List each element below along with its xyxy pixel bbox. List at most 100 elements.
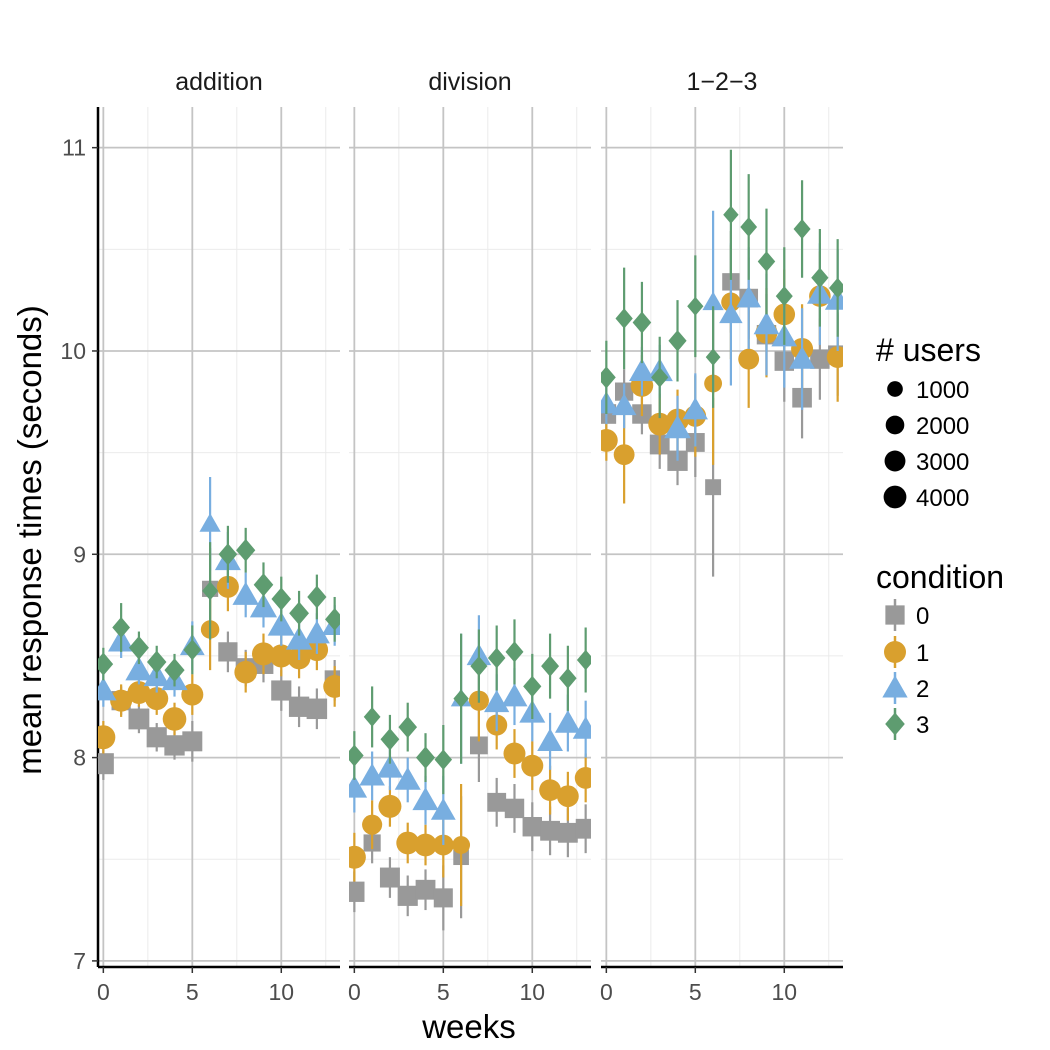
data-point	[349, 881, 365, 902]
legend-size-dot	[885, 415, 905, 435]
series-condition-0	[601, 231, 843, 577]
data-point	[289, 601, 309, 625]
data-point	[199, 513, 221, 532]
data-point	[164, 735, 185, 756]
series-condition-0	[349, 708, 591, 931]
data-point	[740, 217, 758, 237]
legend-size-title: # users	[876, 332, 981, 368]
panels-layer: addition 0 5 10 7 8 9 10 11 division 0 5 10 1−2−3 0 5 10	[60, 68, 843, 1005]
x-tick-label: 0	[600, 979, 613, 1005]
legend-condition-label: 3	[916, 712, 929, 739]
data-point	[323, 675, 340, 698]
legend-condition-title: condition	[876, 559, 1004, 595]
data-point	[757, 251, 776, 272]
legend-condition-key	[885, 605, 905, 625]
data-point	[98, 725, 116, 750]
legend-size-dot	[887, 381, 903, 397]
legend-condition-key	[882, 675, 908, 698]
data-point	[723, 205, 739, 224]
facet-title: addition	[175, 68, 263, 96]
data-point	[540, 820, 560, 841]
data-point	[775, 286, 793, 307]
legend-size-label: 4000	[916, 485, 969, 512]
data-point	[127, 681, 151, 704]
legend-condition-label: 2	[916, 676, 929, 703]
data-point	[789, 346, 815, 369]
data-point	[162, 707, 187, 731]
facet-title: 1−2−3	[687, 68, 758, 96]
data-point	[576, 649, 591, 671]
data-point	[702, 291, 724, 311]
data-point	[557, 822, 578, 843]
series-condition-3	[349, 619, 591, 795]
y-tick-label: 8	[73, 745, 86, 771]
data-point	[668, 330, 687, 352]
data-point	[349, 845, 366, 869]
data-point	[826, 346, 843, 368]
data-point	[394, 766, 421, 790]
data-point	[218, 642, 238, 662]
data-point	[396, 831, 420, 855]
data-point	[285, 626, 313, 650]
x-tick-label: 0	[97, 979, 110, 1005]
data-point	[523, 675, 542, 698]
panel-marks	[349, 615, 591, 931]
data-point	[288, 696, 310, 717]
data-point	[453, 689, 469, 708]
legend-condition-key	[885, 712, 905, 736]
data-point	[554, 710, 581, 733]
data-point	[397, 885, 418, 906]
data-point	[632, 311, 652, 334]
data-point	[380, 728, 400, 751]
legend-size-label: 1000	[916, 377, 969, 404]
data-point	[556, 785, 579, 808]
legend-condition-label: 1	[916, 640, 929, 667]
data-point	[145, 687, 169, 711]
data-point	[98, 677, 117, 701]
data-point	[611, 393, 637, 416]
data-point	[128, 636, 149, 660]
data-point	[359, 763, 385, 786]
data-point	[112, 617, 130, 638]
data-point	[98, 753, 114, 775]
x-tick-label: 5	[186, 979, 199, 1005]
legend-condition-label: 0	[916, 603, 929, 630]
data-point	[738, 348, 760, 370]
data-point	[705, 348, 721, 366]
y-axis-title: mean response times (seconds)	[11, 305, 48, 775]
data-point	[430, 798, 456, 820]
x-tick-label: 10	[519, 979, 545, 1005]
data-point	[575, 818, 591, 839]
data-point	[829, 277, 843, 299]
data-point	[128, 708, 150, 730]
data-point	[412, 787, 439, 811]
data-point	[434, 749, 453, 770]
data-point	[306, 698, 328, 720]
data-point	[452, 836, 471, 854]
panel-2: 1−2−3 0 5 10	[600, 68, 843, 1005]
data-point	[98, 652, 114, 676]
data-point	[251, 642, 276, 666]
y-tick-label: 10	[60, 338, 86, 364]
data-point	[269, 644, 293, 668]
data-point	[234, 660, 258, 684]
data-point	[253, 573, 274, 597]
data-point	[501, 683, 528, 707]
y-tick-label: 7	[73, 948, 86, 974]
panel-0: addition 0 5 10 7 8 9 10 11	[60, 68, 340, 1005]
data-point	[147, 650, 167, 674]
legend: # users condition 1000 2000 3000 4000 0 1 2 3	[876, 332, 1004, 740]
data-point	[811, 267, 829, 288]
axes-layer: weeks mean response times (seconds)	[11, 305, 516, 1045]
data-point	[487, 792, 507, 812]
legend-size-label: 3000	[916, 449, 969, 476]
data-point	[753, 311, 780, 335]
data-point	[541, 655, 560, 677]
series-condition-3	[98, 525, 340, 687]
panel-1: division 0 5 10	[348, 68, 591, 1005]
data-point	[125, 656, 153, 681]
data-point	[522, 817, 542, 837]
x-tick-label: 5	[689, 979, 702, 1005]
